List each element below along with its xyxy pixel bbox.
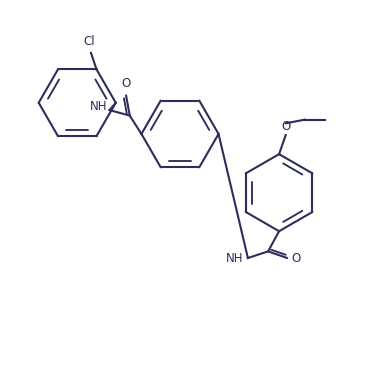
Text: NH: NH [226, 251, 243, 265]
Text: O: O [281, 120, 290, 133]
Text: O: O [292, 251, 301, 265]
Text: Cl: Cl [83, 36, 95, 48]
Text: O: O [121, 77, 131, 90]
Text: NH: NH [90, 100, 108, 113]
